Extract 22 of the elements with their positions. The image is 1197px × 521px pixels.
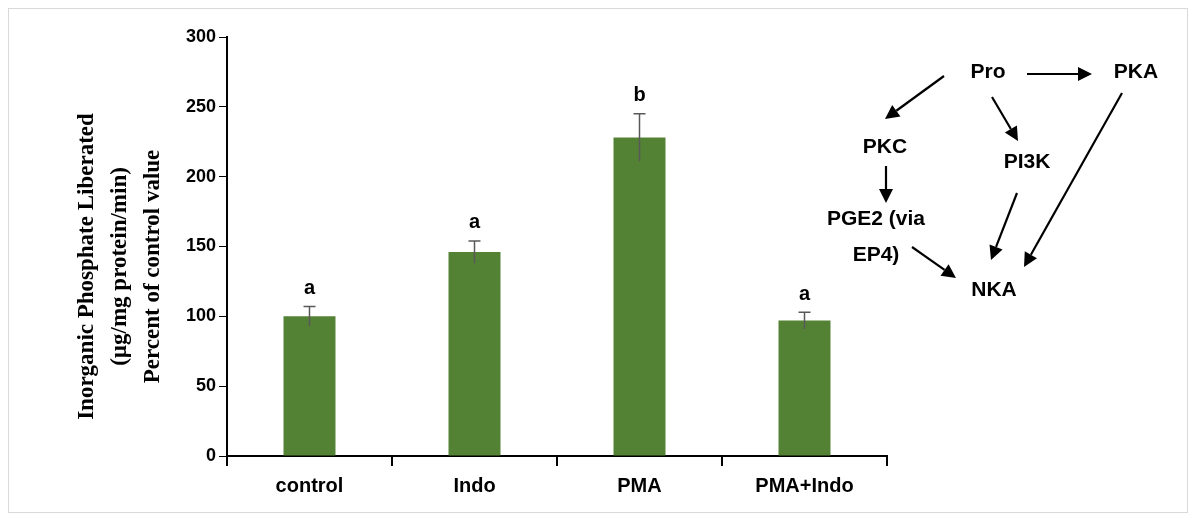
annotation: a: [798, 281, 811, 304]
text: PKA: [1113, 58, 1159, 84]
y-tick-label: 50: [195, 375, 216, 396]
y-tick-label: 100: [185, 305, 216, 326]
annotation: a: [468, 210, 481, 233]
annotation: b: [633, 83, 646, 106]
text: PI3K: [1003, 148, 1051, 174]
x-tick-label: Indo: [453, 473, 496, 496]
y-axis-title: Inorganic Phosphate Liberated (µg/mg protein/min) Percent of control value: [72, 112, 164, 420]
x-tick-label: control: [275, 473, 344, 496]
annotation: PKC: [862, 133, 908, 159]
y-tick-label: 300: [185, 25, 216, 46]
text: NKA: [971, 276, 1017, 302]
y-tick-label: 150: [185, 235, 216, 256]
text: Pro: [970, 58, 1006, 84]
x-tick-label: PMA: [617, 473, 662, 496]
x-tick-label: PMA+Indo: [755, 473, 854, 496]
annotation: a: [303, 276, 316, 299]
annotation: PGE2 (via EP4): [825, 205, 927, 267]
y-tick-label: 200: [185, 165, 216, 186]
y-tick-label: 250: [185, 95, 216, 116]
y-tick-label: 0: [205, 444, 216, 465]
